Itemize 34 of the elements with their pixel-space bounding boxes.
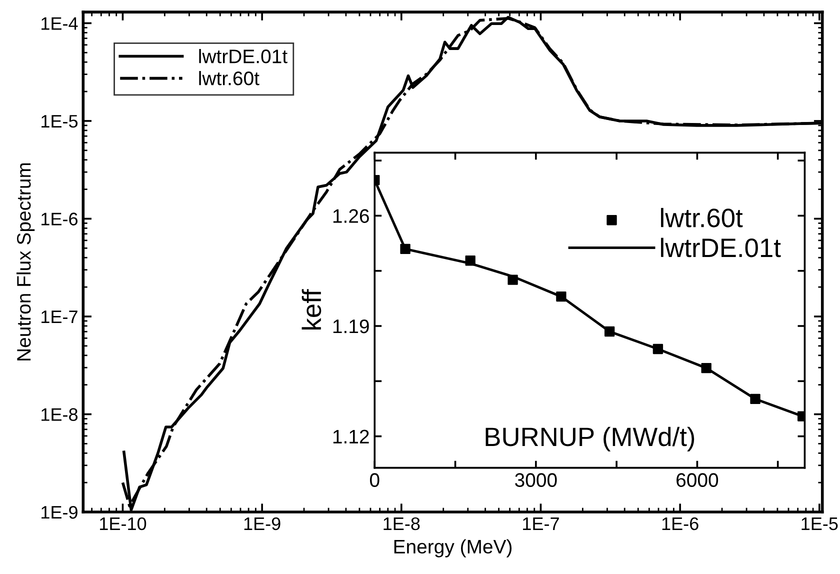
y-axis-title: Neutron Flux Spectrum [16,163,35,360]
point [465,256,476,266]
y-tick-label: 1E-5 [42,115,78,128]
legend-label: lwtr.60t [199,71,260,86]
x-tick-label: 1E-10 [100,517,146,530]
y-tick-label: 1.12 [333,430,369,444]
legend-label: lwtr.60t [661,208,743,228]
legend-label: lwtrDE.01t [199,49,288,64]
x-axis-title: Energy (MeV) [394,539,512,558]
point [652,344,664,354]
x-tick-label: 3000 [515,473,557,487]
point [556,291,566,302]
point [701,362,712,374]
y-tick-label: 1E-9 [42,506,78,519]
point [604,326,615,337]
y-tick-label: 1.19 [333,319,369,334]
x-tick-label: 1E-9 [244,517,280,530]
y-tick-label: 1E-8 [42,408,78,421]
y-axis-title: keff [302,289,322,330]
x-tick-label: 0 [370,473,380,487]
x-tick-label: 1E-6 [662,517,698,530]
x-tick-label: 1E-8 [384,517,420,530]
legend-label: lwtrDE.01t [661,238,781,258]
y-tick-label: 1.26 [333,209,369,223]
x-tick-label: 1E-7 [523,518,559,530]
x-tick-label: 1E-5 [802,518,838,530]
point [400,244,410,254]
x-axis-title: BURNUP (MWd/t) [486,426,694,452]
x-tick-label: 6000 [676,473,718,487]
y-tick-label: 1E-4 [42,17,78,30]
y-tick-label: 1E-6 [42,212,78,226]
point [508,274,518,285]
point [750,394,760,404]
y-tick-label: 1E-7 [42,310,78,324]
